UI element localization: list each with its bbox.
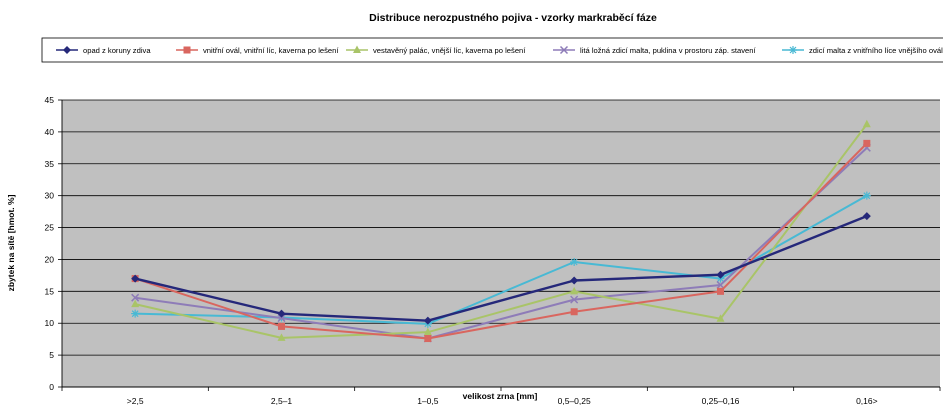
y-tick-label: 40: [45, 127, 55, 137]
plot-area: 0 5 10 15 20 25 30 35 40 45 >2,5 2,5–1 1–0,5 0,5–0,2…: [45, 95, 941, 406]
legend-swatch-marker: [353, 45, 361, 53]
data-point: [863, 139, 871, 147]
y-tick-label: 25: [45, 223, 55, 233]
legend-label: zdicí malta z vnitřního líce vnějšího ov…: [809, 46, 943, 55]
legend-label: vnitřní ovál, vnitřní líc, kaverna po le…: [203, 46, 339, 55]
series-group: [131, 119, 871, 343]
series-3: [131, 119, 871, 341]
legend-entry-3: vestavěný palác, vnější líc, kaverna po …: [346, 45, 526, 55]
legend-swatch-marker: [183, 46, 191, 54]
y-tick-label: 35: [45, 159, 55, 169]
data-point: [278, 322, 285, 330]
data-point: [277, 309, 286, 318]
data-point: [277, 314, 286, 323]
x-tick-label: 0,16>: [856, 396, 878, 406]
series-line: [134, 214, 868, 322]
chart-title: Distribuce nerozpustného pojiva - vzorky…: [369, 12, 657, 24]
data-point: [717, 287, 724, 295]
y-tick-labels: 0 5 10 15 20 25 30 35 40 45: [45, 95, 55, 392]
y-tick-label: 45: [45, 95, 55, 105]
legend-label: litá ložná zdicí malta, puklina v prosto…: [580, 46, 756, 55]
y-tick-label: 20: [45, 254, 55, 264]
y-axis-label: zbytek na sítě [hmot. %]: [6, 194, 16, 291]
data-point: [570, 257, 579, 266]
data-point: [424, 335, 432, 343]
legend-label: vestavěný palác, vnější líc, kaverna po …: [373, 46, 526, 55]
y-tick-label: 10: [45, 318, 55, 328]
data-point: [716, 280, 725, 289]
x-tick-label: 1–0,5: [417, 396, 439, 406]
data-point: [277, 333, 286, 341]
legend-swatch-marker: [559, 45, 569, 55]
plot-background: [62, 100, 940, 387]
data-point: [716, 314, 725, 322]
legend-entry-4: litá ložná zdicí malta, puklina v prosto…: [553, 45, 756, 55]
x-axis-label: velikost zrna [mm]: [463, 391, 538, 401]
data-point: [570, 276, 579, 285]
y-tick-label: 30: [45, 191, 55, 201]
data-point: [570, 286, 579, 295]
data-point: [423, 327, 432, 336]
series-line: [135, 147, 868, 340]
series-line: [134, 123, 868, 339]
x-tick-labels: >2,5 2,5–1 1–0,5 0,5–0,25 0,25–0,16 0,16>: [127, 396, 878, 406]
legend-entry-2: vnitřní ovál, vnitřní líc, kaverna po le…: [176, 46, 339, 55]
data-point: [131, 309, 140, 318]
x-tick-label: >2,5: [127, 396, 144, 406]
data-point: [423, 316, 432, 325]
y-tick-label: 0: [49, 382, 54, 392]
data-point: [131, 274, 140, 283]
y-tick-label: 15: [45, 286, 55, 296]
data-point: [862, 212, 871, 221]
data-point: [716, 270, 725, 279]
data-point: [570, 295, 579, 304]
data-point: [131, 299, 140, 308]
y-tick-label: 5: [49, 350, 54, 360]
series-line: [134, 142, 868, 340]
data-point: [862, 191, 871, 200]
data-point: [570, 308, 578, 316]
x-tick-label: 0,25–0,16: [702, 396, 740, 406]
data-point: [131, 293, 140, 302]
legend-entry-5: zdicí malta z vnitřního líce vnějšího ov…: [782, 46, 943, 55]
data-point: [862, 119, 871, 128]
legend-swatch-marker: [63, 46, 71, 54]
legend: opad z koruny zdiva vnitřní ovál, vnitřní…: [41, 37, 943, 63]
x-tick-label: 2,5–1: [271, 396, 293, 406]
gridlines: [62, 99, 940, 356]
axes: [58, 99, 941, 391]
legend-label: opad z koruny zdiva: [83, 46, 151, 55]
legend-entry-1: opad z koruny zdiva: [56, 46, 151, 55]
x-tick-label: 0,5–0,25: [558, 396, 591, 406]
series-1: [131, 212, 871, 325]
legend-swatch-marker: [789, 46, 797, 54]
